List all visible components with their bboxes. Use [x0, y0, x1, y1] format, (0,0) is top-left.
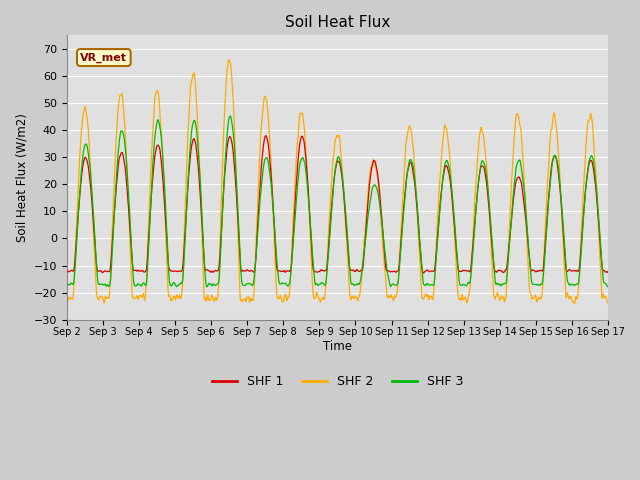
Text: VR_met: VR_met — [80, 52, 127, 63]
Y-axis label: Soil Heat Flux (W/m2): Soil Heat Flux (W/m2) — [15, 113, 28, 242]
Title: Soil Heat Flux: Soil Heat Flux — [285, 15, 390, 30]
Legend: SHF 1, SHF 2, SHF 3: SHF 1, SHF 2, SHF 3 — [207, 370, 468, 393]
X-axis label: Time: Time — [323, 340, 352, 353]
